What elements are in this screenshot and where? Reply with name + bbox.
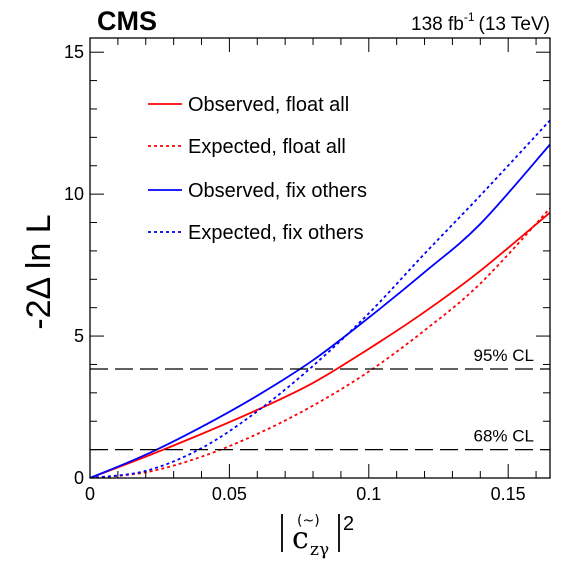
reference-label-95-cl: 95% CL: [474, 346, 534, 365]
curves-group: [90, 119, 550, 478]
experiment-label: CMS: [97, 6, 157, 36]
plot-frame: [89, 37, 551, 479]
x-label-power: 2: [343, 513, 354, 535]
x-tick-label: 0.15: [491, 484, 526, 504]
y-tick-label: 10: [64, 184, 84, 204]
luminosity-exponent: -1: [464, 10, 475, 24]
x-tick-label: 0: [85, 484, 95, 504]
series-line-expected-float-all: [90, 207, 550, 478]
x-label-tilde-mark: (~): [297, 513, 320, 529]
x-label-subscript: zγ: [310, 540, 329, 560]
luminosity-energy: (13 TeV): [479, 14, 550, 35]
legend: Observed, float all Expected, float all Ob…: [148, 94, 367, 244]
x-label-base: c: [292, 521, 309, 556]
plot-frame-group: [89, 37, 551, 479]
y-axis-label: -2Δ ln L: [20, 214, 58, 329]
luminosity-label: 138 fb-1 (13 TeV): [411, 10, 550, 35]
x-axis-label: (~) c zγ 2: [281, 513, 354, 560]
x-tick-label: 0.05: [212, 484, 247, 504]
y-tick-label: 5: [74, 326, 84, 346]
legend-label-observed-fix-others: Observed, fix others: [188, 180, 367, 202]
reference-lines-group: 68% CL 95% CL: [90, 346, 550, 451]
axis-ticks-group: 0 0.05 0.1 0.15 0 5 10 15: [64, 38, 550, 504]
luminosity-value: 138 fb: [411, 14, 464, 35]
y-tick-label: 15: [64, 42, 84, 62]
x-tick-label: 0.1: [356, 484, 381, 504]
reference-label-68-cl: 68% CL: [474, 427, 534, 446]
legend-label-expected-float-all: Expected, float all: [188, 136, 346, 158]
y-tick-label: 0: [74, 468, 84, 488]
series-line-observed-float-all: [90, 211, 550, 478]
series-line-expected-fix-others: [90, 119, 550, 478]
legend-label-expected-fix-others: Expected, fix others: [188, 222, 364, 244]
legend-label-observed-float-all: Observed, float all: [188, 94, 349, 116]
series-line-observed-fix-others: [90, 143, 550, 478]
